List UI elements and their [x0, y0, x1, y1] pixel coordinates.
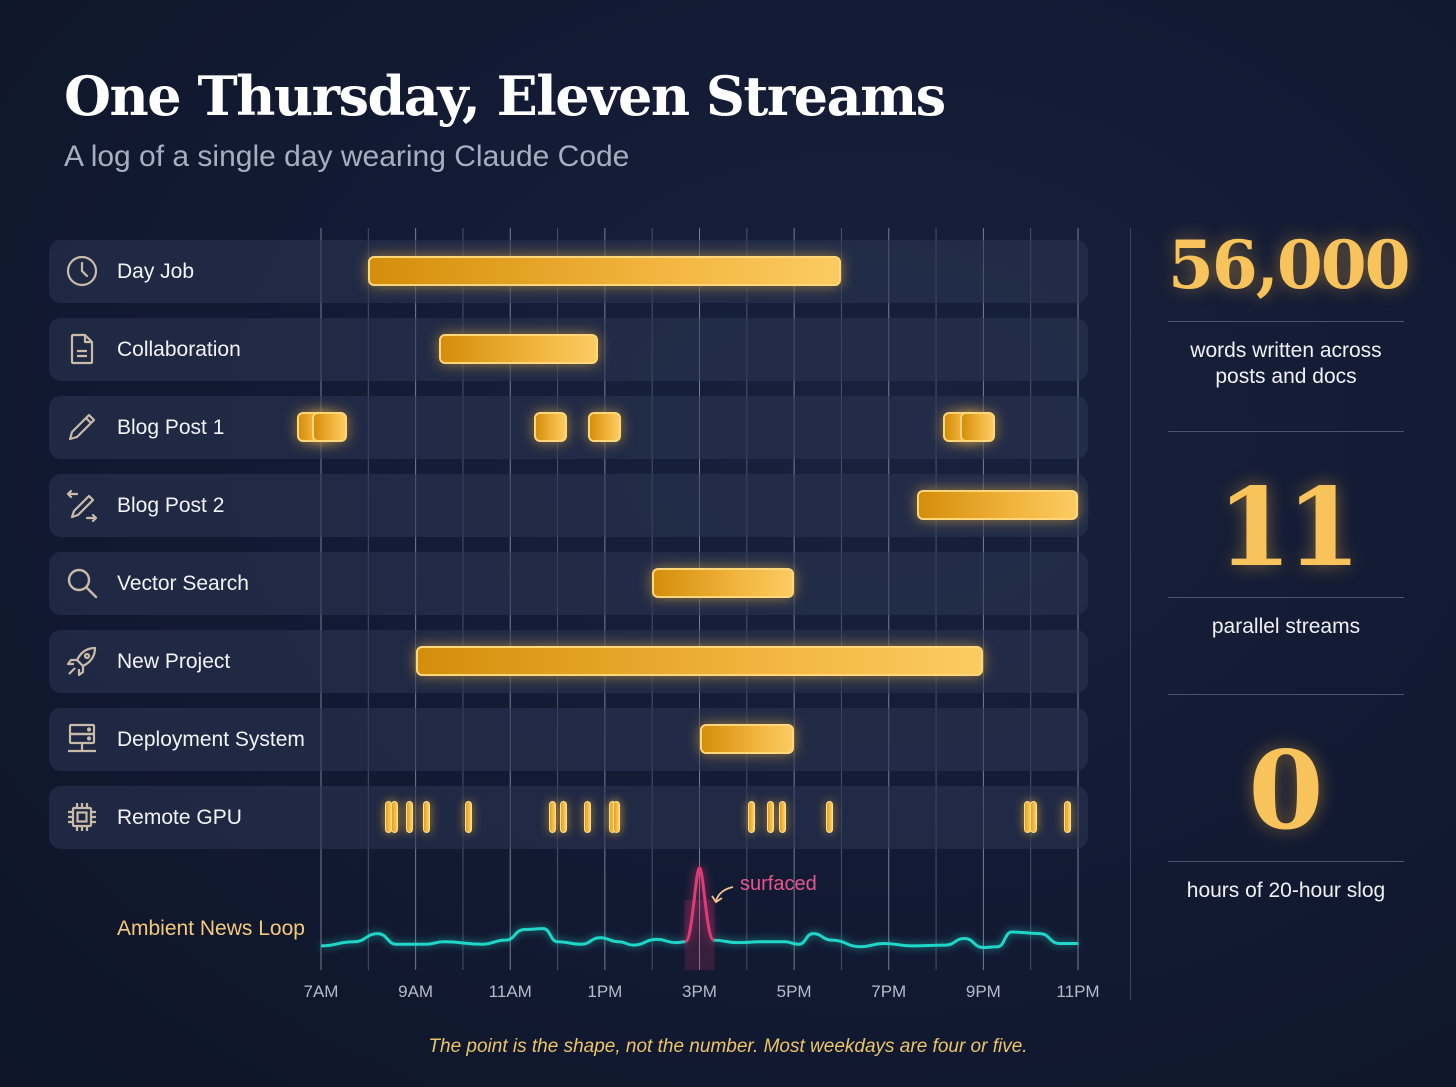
stat-divider: [1168, 431, 1404, 432]
stat-divider: [1168, 321, 1404, 322]
stat-hours-caption: hours of 20-hour slog: [1186, 879, 1386, 902]
stream-label: Deployment System: [117, 728, 305, 751]
page-subtitle: A log of a single day wearing Claude Cod…: [64, 140, 630, 173]
stream-bar: [311, 412, 348, 442]
stream-label: Blog Post 1: [117, 416, 225, 439]
stat-words-caption-2: posts and docs: [1215, 365, 1357, 388]
gpu-event-tick: [1063, 801, 1071, 833]
stream-bar: [439, 334, 598, 364]
stream-row-remote-gpu: Remote GPU: [49, 786, 1088, 849]
stream-label: Remote GPU: [117, 806, 242, 829]
gpu-event-tick: [747, 801, 755, 833]
document-icon: [65, 332, 99, 366]
stat-words-caption-1: words written across: [1190, 339, 1382, 362]
x-tick-label: 9AM: [398, 982, 434, 1001]
stat-hours-value: 0: [1248, 728, 1324, 854]
stream-bar: [959, 412, 996, 442]
stream-bar: [699, 724, 795, 754]
stream-row-deployment-system: Deployment System: [49, 708, 1088, 771]
stream-label: Vector Search: [117, 572, 249, 595]
gpu-event-tick: [1023, 801, 1031, 833]
stream-bar: [415, 646, 984, 676]
ambient-wave-line: [320, 927, 686, 948]
pencil-icon: [65, 410, 99, 444]
gpu-event-tick: [405, 801, 413, 833]
x-tick-label: 1PM: [587, 982, 623, 1001]
stream-row-blog-post-1: Blog Post 1: [49, 396, 1088, 459]
surfaced-annotation: surfaced: [740, 873, 817, 895]
stream-bar: [368, 256, 842, 286]
page-title: One Thursday, Eleven Streams: [64, 64, 946, 128]
x-tick-label: 11PM: [1056, 982, 1100, 1001]
gpu-event-tick: [559, 801, 567, 833]
rocket-icon: [65, 644, 99, 678]
clock-icon: [65, 254, 99, 288]
stream-row-blog-post-2: Blog Post 2: [49, 474, 1088, 537]
gpu-event-tick: [612, 801, 620, 833]
annotation-arrow-icon: [711, 886, 734, 904]
x-tick-label: 9PM: [965, 982, 1001, 1001]
footer-note: The point is the shape, not the number. …: [428, 1036, 1028, 1057]
search-icon: [65, 566, 99, 600]
stat-divider: [1168, 861, 1404, 862]
ambient-label: Ambient News Loop: [117, 917, 305, 940]
x-tick-label: 5PM: [776, 982, 812, 1001]
stat-streams-caption: parallel streams: [1211, 615, 1361, 638]
stream-bar: [917, 490, 1078, 520]
server-icon: [65, 722, 99, 756]
stat-words-value: 56,000: [1168, 226, 1411, 304]
ambient-spike: [683, 866, 716, 944]
pencil-arrows-icon: [65, 488, 99, 523]
stream-label: Blog Post 2: [117, 494, 225, 517]
stream-bar: [588, 412, 622, 442]
gpu-event-tick: [423, 801, 431, 833]
gpu-event-tick: [549, 801, 557, 833]
ambient-wave-line: [713, 930, 1078, 950]
stream-label: New Project: [117, 650, 231, 673]
x-tick-label: 7PM: [871, 982, 907, 1001]
stat-streams-value: 11: [1216, 465, 1361, 591]
gpu-event-tick: [778, 801, 786, 833]
stream-bar: [533, 412, 568, 442]
stream-label: Collaboration: [117, 338, 241, 361]
stat-divider: [1168, 694, 1404, 695]
x-tick-label: 7AM: [303, 982, 339, 1001]
chip-icon: [65, 800, 99, 834]
gpu-event-tick: [1030, 801, 1038, 833]
gpu-event-tick: [767, 801, 775, 833]
gpu-event-tick: [584, 801, 592, 833]
stream-row-vector-search: Vector Search: [49, 552, 1088, 615]
stats-divider: [1130, 228, 1131, 1000]
stream-label: Day Job: [117, 260, 195, 283]
x-tick-label: 3PM: [682, 982, 717, 1001]
stat-divider: [1168, 597, 1404, 598]
gpu-event-tick: [825, 801, 833, 833]
x-tick-label: 11AM: [488, 982, 532, 1001]
gpu-event-tick: [384, 801, 392, 833]
gpu-event-tick: [391, 801, 399, 833]
stream-bar: [652, 568, 795, 598]
gpu-event-tick: [464, 801, 472, 833]
